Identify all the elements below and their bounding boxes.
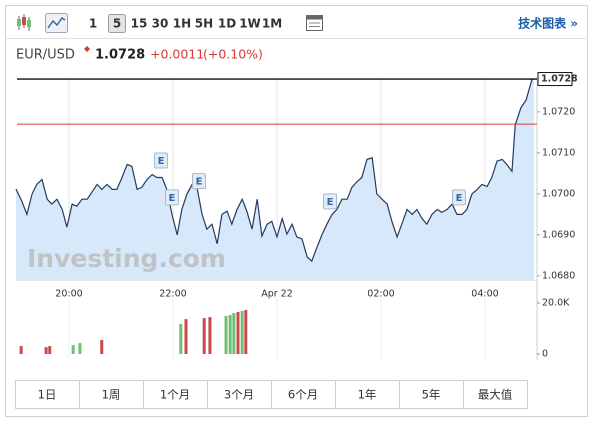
y-tick-label: 1.0680 xyxy=(542,270,575,281)
volume-bar xyxy=(78,343,82,354)
interval-button[interactable]: 1W xyxy=(239,17,261,31)
line-chart-icon[interactable] xyxy=(45,13,68,33)
range-label[interactable]: 3个月 xyxy=(224,388,254,402)
interval-button[interactable]: 1D xyxy=(218,17,236,31)
event-marker[interactable] xyxy=(192,173,206,190)
x-tick-label: 02:00 xyxy=(367,289,394,300)
volume-y-tick-label: 20.0K xyxy=(542,298,570,309)
range-label[interactable]: 1周 xyxy=(102,388,121,402)
interval-button[interactable]: 5 xyxy=(113,17,121,31)
symbol: EUR/USD xyxy=(16,48,75,63)
volume-y-tick-label: 0 xyxy=(542,349,548,360)
volume-bar xyxy=(244,309,248,354)
range-button[interactable] xyxy=(207,380,272,409)
interval-button[interactable]: 1 xyxy=(89,17,97,31)
interval-button[interactable]: 1M xyxy=(262,17,282,31)
interval-button[interactable]: 30 xyxy=(152,17,169,31)
range-label[interactable]: 1个月 xyxy=(160,388,190,402)
range-label[interactable]: 6个月 xyxy=(288,388,318,402)
volume-bar xyxy=(224,316,228,354)
y-tick-label: 1.0690 xyxy=(542,229,575,240)
volume-bar xyxy=(179,323,183,354)
event-label: E xyxy=(196,177,203,188)
interval-button[interactable]: 1H xyxy=(173,17,191,31)
range-label[interactable]: 1年 xyxy=(358,388,377,402)
last-price-box xyxy=(537,72,573,87)
technical-chart-link[interactable]: 技术图表 » xyxy=(518,16,578,31)
volume-bar xyxy=(100,339,104,354)
event-label: E xyxy=(456,193,463,204)
volume-bar xyxy=(236,311,240,354)
x-tick-label: 20:00 xyxy=(55,289,82,300)
price-line xyxy=(15,78,535,263)
x-tick-label: 22:00 xyxy=(159,289,186,300)
x-tick-label: Apr 22 xyxy=(261,289,293,300)
y-tick-label: 1.0720 xyxy=(542,106,575,117)
range-button[interactable] xyxy=(79,380,144,409)
volume-bar xyxy=(228,315,232,354)
interval-button[interactable]: 5H xyxy=(195,17,213,31)
event-label: E xyxy=(327,197,334,208)
range-button[interactable] xyxy=(143,380,208,409)
range-label[interactable]: 1日 xyxy=(38,388,57,402)
volume-bar xyxy=(48,346,52,354)
volume-bar xyxy=(184,319,188,354)
event-label: E xyxy=(169,193,176,204)
volume-bar xyxy=(232,313,236,354)
price-change: +0.0011 xyxy=(150,47,204,62)
candlestick-icon[interactable] xyxy=(17,14,31,31)
y-tick-label: 1.0710 xyxy=(542,147,575,158)
range-button[interactable] xyxy=(463,380,528,409)
event-label: E xyxy=(158,156,165,167)
range-label[interactable]: 5年 xyxy=(422,388,441,402)
volume-bar xyxy=(208,317,212,354)
interval-button[interactable]: 15 xyxy=(131,17,148,31)
last-price: 1.0728 xyxy=(95,48,145,63)
range-label[interactable]: 最大值 xyxy=(478,388,513,402)
volume-bar xyxy=(202,318,206,354)
range-button[interactable] xyxy=(271,380,336,409)
last-price-label: 1.0728 xyxy=(541,74,578,85)
range-button[interactable] xyxy=(335,380,400,409)
calendar-icon[interactable] xyxy=(306,15,323,31)
watermark: Investing.com xyxy=(27,244,226,273)
event-marker[interactable] xyxy=(154,152,169,169)
event-marker[interactable] xyxy=(452,189,466,206)
volume-bar xyxy=(240,310,244,354)
event-marker[interactable] xyxy=(323,193,338,210)
y-tick-label: 1.0700 xyxy=(542,188,575,199)
range-button[interactable] xyxy=(399,380,464,409)
selected-interval-box xyxy=(108,14,126,33)
x-tick-label: 04:00 xyxy=(471,289,498,300)
volume-bar xyxy=(19,346,23,354)
volume-bar xyxy=(44,347,48,354)
live-indicator xyxy=(84,46,90,52)
price-area xyxy=(16,79,534,280)
volume-bar xyxy=(71,345,75,354)
event-marker[interactable] xyxy=(164,189,179,206)
price-change-percent: (+0.10%) xyxy=(203,47,263,62)
